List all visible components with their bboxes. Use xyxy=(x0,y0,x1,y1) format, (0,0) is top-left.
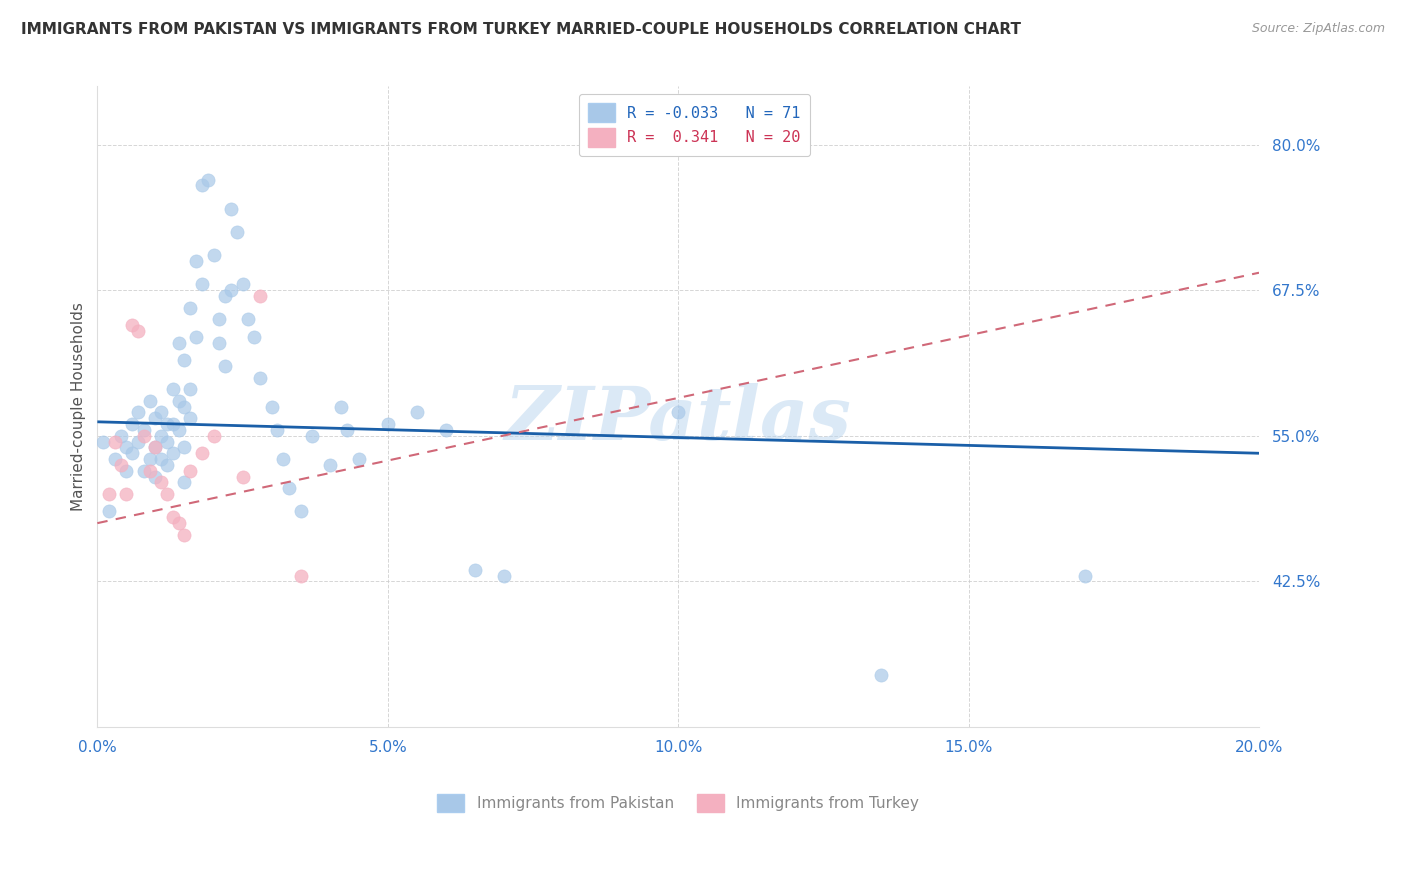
Point xyxy=(330,400,353,414)
Point xyxy=(132,423,155,437)
Point xyxy=(156,434,179,449)
Point xyxy=(156,417,179,431)
Point xyxy=(138,452,160,467)
Point xyxy=(492,568,515,582)
Point xyxy=(232,277,254,292)
Point xyxy=(173,475,195,490)
Point xyxy=(278,481,301,495)
Point xyxy=(127,405,149,419)
Y-axis label: Married-couple Households: Married-couple Households xyxy=(72,302,86,511)
Point xyxy=(156,458,179,472)
Point xyxy=(115,464,138,478)
Point xyxy=(214,289,236,303)
Point xyxy=(162,382,184,396)
Point xyxy=(232,469,254,483)
Point xyxy=(271,452,294,467)
Point xyxy=(132,464,155,478)
Point xyxy=(197,172,219,186)
Point xyxy=(98,487,121,501)
Point xyxy=(208,335,231,350)
Point xyxy=(145,441,167,455)
Point xyxy=(138,393,160,408)
Point xyxy=(202,429,225,443)
Point xyxy=(225,225,247,239)
Point xyxy=(138,464,160,478)
Point xyxy=(179,411,201,425)
Point xyxy=(115,487,138,501)
Point xyxy=(173,528,195,542)
Point xyxy=(405,405,427,419)
Point xyxy=(145,469,167,483)
Point xyxy=(434,423,457,437)
Point xyxy=(121,318,143,333)
Point xyxy=(243,330,266,344)
Point xyxy=(150,405,173,419)
Point xyxy=(127,434,149,449)
Point xyxy=(214,359,236,373)
Text: IMMIGRANTS FROM PAKISTAN VS IMMIGRANTS FROM TURKEY MARRIED-COUPLE HOUSEHOLDS COR: IMMIGRANTS FROM PAKISTAN VS IMMIGRANTS F… xyxy=(21,22,1021,37)
Point xyxy=(208,312,231,326)
Point xyxy=(127,324,149,338)
Point xyxy=(1074,568,1097,582)
Point xyxy=(238,312,260,326)
Point xyxy=(179,301,201,315)
Point xyxy=(121,417,143,431)
Point xyxy=(167,423,190,437)
Point xyxy=(219,202,242,216)
Point xyxy=(219,283,242,297)
Point xyxy=(666,405,689,419)
Point xyxy=(266,423,288,437)
Point xyxy=(156,487,179,501)
Point xyxy=(167,393,190,408)
Point xyxy=(336,423,359,437)
Point xyxy=(377,417,399,431)
Point xyxy=(318,458,340,472)
Point xyxy=(191,178,214,193)
Point xyxy=(145,411,167,425)
Point xyxy=(110,429,132,443)
Point xyxy=(121,446,143,460)
Point xyxy=(173,400,195,414)
Point xyxy=(132,429,155,443)
Point xyxy=(104,434,127,449)
Point xyxy=(162,510,184,524)
Point xyxy=(202,248,225,262)
Text: Source: ZipAtlas.com: Source: ZipAtlas.com xyxy=(1251,22,1385,36)
Point xyxy=(150,429,173,443)
Text: ZIPatlas: ZIPatlas xyxy=(505,384,852,456)
Point xyxy=(191,446,214,460)
Point xyxy=(184,254,207,268)
Point xyxy=(150,452,173,467)
Point xyxy=(249,370,271,384)
Point xyxy=(179,382,201,396)
Point xyxy=(162,417,184,431)
Point xyxy=(301,429,323,443)
Point xyxy=(184,330,207,344)
Point xyxy=(167,516,190,530)
Point xyxy=(290,504,312,518)
Point xyxy=(464,563,486,577)
Point xyxy=(167,335,190,350)
Point xyxy=(870,667,893,681)
Point xyxy=(162,446,184,460)
Point xyxy=(91,434,114,449)
Point xyxy=(290,568,312,582)
Point xyxy=(260,400,283,414)
Point xyxy=(173,353,195,368)
Point xyxy=(173,441,195,455)
Point xyxy=(191,277,214,292)
Legend: Immigrants from Pakistan, Immigrants from Turkey: Immigrants from Pakistan, Immigrants fro… xyxy=(429,786,927,820)
Point xyxy=(179,464,201,478)
Point xyxy=(110,458,132,472)
Point xyxy=(150,475,173,490)
Point xyxy=(249,289,271,303)
Point xyxy=(145,441,167,455)
Point xyxy=(98,504,121,518)
Point xyxy=(347,452,370,467)
Point xyxy=(115,441,138,455)
Point xyxy=(104,452,127,467)
